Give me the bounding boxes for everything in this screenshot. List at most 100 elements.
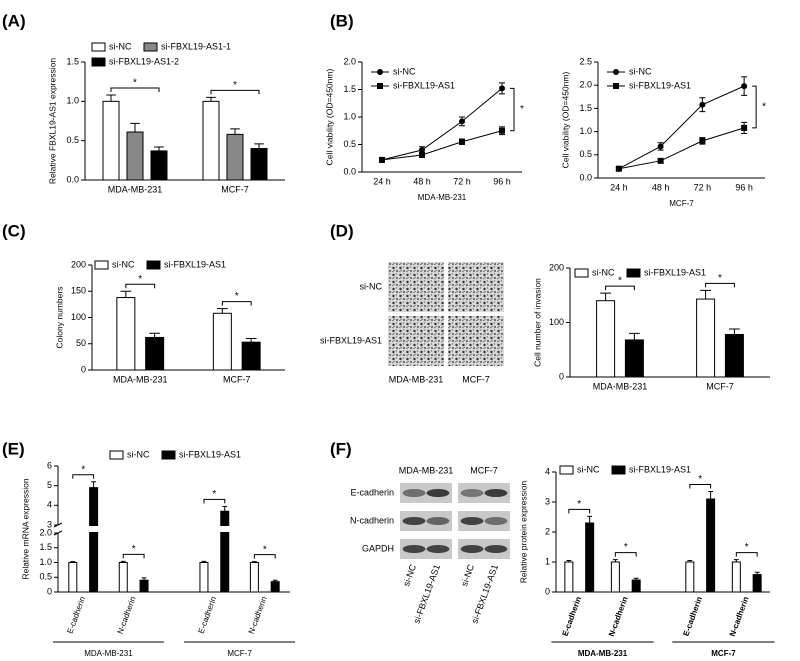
y-tick-label: 4 xyxy=(47,500,52,510)
x-tick-label: MDA-MB-231 xyxy=(108,184,163,194)
y-tick-label: 0.5 xyxy=(579,149,592,159)
x-tick-label: E-cadherin xyxy=(65,595,87,634)
error-bar xyxy=(733,559,739,562)
legend-swatch xyxy=(146,260,161,270)
error-bar xyxy=(206,96,216,102)
x-tick-label: N-cadherin xyxy=(728,595,751,637)
error-bar xyxy=(106,94,116,102)
y-tick-label: 4 xyxy=(545,466,550,476)
y-axis-label: Relative protein expression xyxy=(518,480,528,583)
legend-marker xyxy=(613,69,619,75)
significance-bracket xyxy=(735,552,758,557)
significance-label: * xyxy=(577,499,581,510)
blot-panel xyxy=(400,539,452,559)
legend-label: si-FBXL19-AS1 xyxy=(629,80,691,90)
blot-panel xyxy=(400,483,452,503)
significance-bracket xyxy=(253,554,276,559)
y-tick-label: 1 xyxy=(545,556,550,566)
blot-band xyxy=(460,489,484,497)
error-bar xyxy=(120,560,126,563)
significance-label: * xyxy=(132,544,136,555)
point xyxy=(615,165,622,172)
legend-swatch xyxy=(611,465,626,475)
error-bar xyxy=(245,338,257,343)
bar xyxy=(145,336,165,371)
blot-band xyxy=(484,517,508,525)
blot-band xyxy=(402,545,426,553)
blot-lane-label: si-NC xyxy=(459,563,476,588)
bar xyxy=(596,300,616,378)
blot-band xyxy=(426,545,450,553)
blot-band xyxy=(426,517,450,525)
blot-band xyxy=(426,489,450,497)
blot-column-label: MCF-7 xyxy=(470,465,498,475)
error-bar xyxy=(70,561,76,563)
error-bar xyxy=(154,146,164,151)
x-tick-label: E-cadherin xyxy=(561,595,584,637)
error-bar xyxy=(130,122,140,133)
significance-label: * xyxy=(233,80,237,91)
significance-label: * xyxy=(138,274,142,285)
error-bar xyxy=(230,128,240,135)
point xyxy=(741,83,748,90)
error-bar xyxy=(629,332,640,340)
y-tick-label: 0.5 xyxy=(39,572,52,582)
y-tick-label: 50 xyxy=(76,338,86,348)
significance-label: * xyxy=(212,489,216,500)
point xyxy=(379,156,385,163)
y-axis-label: Colony numbers xyxy=(54,287,64,349)
legend-label: si-FBXL19-AS1 xyxy=(644,267,706,277)
error-bar xyxy=(201,560,207,563)
error-bar xyxy=(700,289,711,300)
y-tick-label: 200 xyxy=(549,262,564,272)
significance-bracket xyxy=(110,87,160,93)
point xyxy=(657,157,664,164)
image-row-label: si-FBXL19-AS1 xyxy=(320,335,382,345)
legend-swatch xyxy=(626,268,641,278)
bar xyxy=(89,487,99,593)
y-tick-label: 200 xyxy=(71,259,86,269)
significance-bracket xyxy=(705,282,735,288)
y-tick-label: 2.0 xyxy=(579,80,592,90)
x-tick-label: 72 h xyxy=(694,182,712,192)
point xyxy=(741,124,748,131)
x-tick-label: E-cadherin xyxy=(197,595,219,634)
significance-label: * xyxy=(133,78,137,89)
legend-swatch xyxy=(109,450,124,460)
significance-label: * xyxy=(235,291,239,302)
panel-label: (C) xyxy=(2,221,26,240)
legend-label: si-NC xyxy=(629,66,652,76)
legend-marker xyxy=(613,83,619,89)
blot-lane-label: si-FBXL19-AS1 xyxy=(469,563,500,625)
bar xyxy=(102,100,120,181)
x-tick-label: 24 h xyxy=(610,182,628,192)
x-tick-label: 72 h xyxy=(453,176,471,186)
point xyxy=(499,127,505,134)
y-tick-label: 0 xyxy=(81,364,86,374)
legend-label: si-NC xyxy=(109,41,132,51)
legend-swatch xyxy=(91,57,106,67)
x-axis-label: MDA-MB-231 xyxy=(418,193,467,202)
significance-bracket xyxy=(510,87,515,132)
error-bar xyxy=(612,559,618,562)
group-label: MCF-7 xyxy=(711,649,736,658)
y-tick-label: 0 xyxy=(545,586,550,596)
legend-label: si-NC xyxy=(577,464,600,474)
bar xyxy=(220,510,230,593)
legend-swatch xyxy=(143,42,158,52)
group-label: MDA-MB-231 xyxy=(84,649,133,658)
line xyxy=(618,85,745,170)
legend-label: si-FBXL19-AS1 xyxy=(393,80,455,90)
significance-label: * xyxy=(718,273,722,284)
point xyxy=(459,138,465,145)
y-tick-label: 1.5 xyxy=(66,56,79,66)
legend-swatch xyxy=(161,450,176,460)
micrograph xyxy=(448,262,504,312)
error-bar xyxy=(272,579,278,582)
x-tick-label: MDA-MB-231 xyxy=(593,381,648,391)
y-tick-label: 1.5 xyxy=(579,103,592,113)
blot-panel xyxy=(458,539,510,559)
point xyxy=(657,143,664,150)
bar xyxy=(212,312,232,371)
legend-swatch xyxy=(559,465,574,475)
